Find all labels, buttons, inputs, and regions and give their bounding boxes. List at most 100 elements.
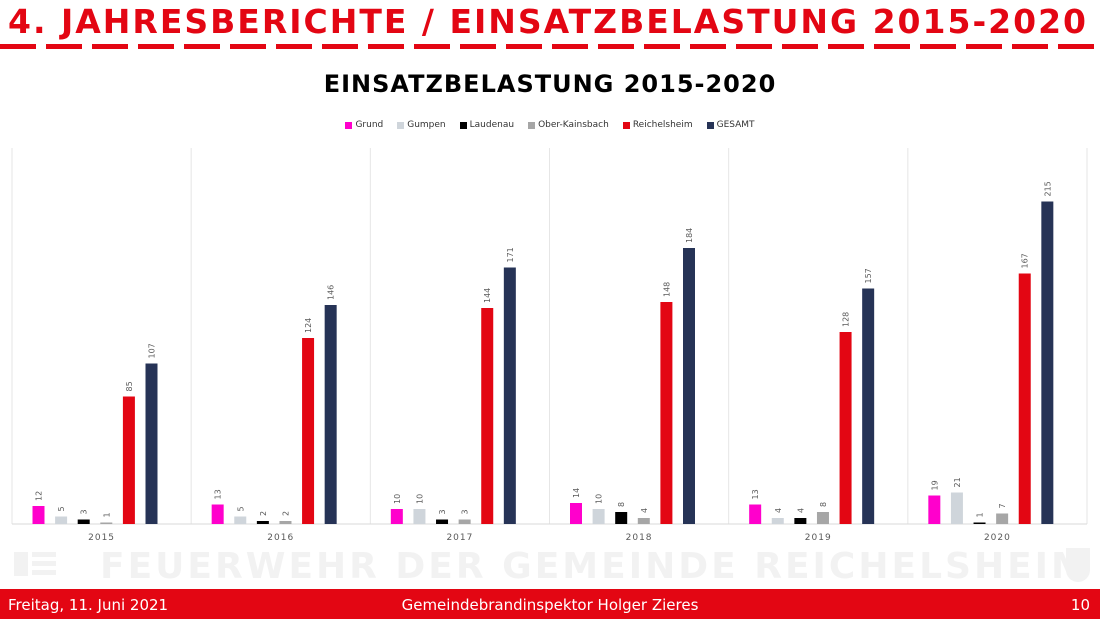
data-label: 3 <box>438 509 447 514</box>
bar-laudenau <box>256 521 269 524</box>
data-label: 13 <box>214 489 223 499</box>
data-label: 14 <box>572 488 581 498</box>
data-label: 184 <box>685 228 694 243</box>
bar-grund <box>211 504 224 524</box>
data-label: 171 <box>506 247 515 262</box>
legend-item: GESAMT <box>706 120 755 130</box>
legend-label: Gumpen <box>407 120 446 130</box>
legend-swatch <box>345 121 353 129</box>
data-label: 10 <box>415 494 424 504</box>
bar-reichelsheim <box>122 396 135 524</box>
bar-grund <box>570 503 582 524</box>
legend-item: Ober-Kainsbach <box>528 120 609 130</box>
data-label: 157 <box>864 268 873 283</box>
watermark-text: FEUERWEHR DER GEMEINDE REICHELSHEIM <box>100 546 1090 587</box>
data-label: 13 <box>751 489 760 499</box>
bar-ober-kainsbach <box>637 518 650 524</box>
bar-gesamt <box>683 248 695 524</box>
x-tick-label: 2019 <box>805 533 832 543</box>
legend-label: Ober-Kainsbach <box>538 120 609 130</box>
data-label: 2 <box>281 511 290 516</box>
x-tick-label: 2018 <box>626 533 653 543</box>
data-label: 21 <box>953 477 962 487</box>
bar-grund <box>32 506 45 524</box>
bar-reichelsheim <box>660 302 673 524</box>
footer-bar: Freitag, 11. Juni 2021 Gemeindebrandinsp… <box>0 589 1100 619</box>
bar-reichelsheim <box>481 308 494 524</box>
data-label: 4 <box>640 508 649 513</box>
bar-reichelsheim <box>302 338 315 524</box>
bar-laudenau <box>615 512 628 524</box>
legend-label: Grund <box>355 120 384 130</box>
data-label: 19 <box>930 480 939 490</box>
data-label: 3 <box>80 509 89 514</box>
bar-laudenau <box>77 519 90 524</box>
bar-ober-kainsbach <box>100 522 113 524</box>
data-label: 167 <box>1021 253 1030 268</box>
legend-swatch <box>706 121 714 129</box>
data-label: 124 <box>304 318 313 333</box>
bar-gumpen <box>771 518 784 524</box>
data-label: 10 <box>393 494 402 504</box>
data-label: 4 <box>796 508 805 513</box>
data-label: 5 <box>57 506 66 511</box>
data-label: 215 <box>1043 181 1052 196</box>
bar-gumpen <box>950 492 963 524</box>
footer-date: Freitag, 11. Juni 2021 <box>8 596 169 614</box>
data-label: 7 <box>998 503 1007 508</box>
bar-laudenau <box>794 518 807 524</box>
data-label: 1 <box>102 512 111 517</box>
x-tick-label: 2015 <box>88 533 115 543</box>
page-number: 10 <box>1070 596 1090 614</box>
legend-item: Laudenau <box>459 120 514 130</box>
legend-item: Gumpen <box>397 120 446 130</box>
watermark-crest-icon <box>1066 548 1090 582</box>
data-label: 10 <box>595 494 604 504</box>
bar-gumpen <box>413 509 426 524</box>
bar-gesamt <box>1041 201 1054 524</box>
bar-gesamt <box>503 267 516 524</box>
legend-label: Reichelsheim <box>632 120 693 130</box>
data-label: 128 <box>842 312 851 327</box>
legend-swatch <box>397 121 405 129</box>
data-label: 4 <box>774 508 783 513</box>
bar-ober-kainsbach <box>996 513 1009 524</box>
bar-ober-kainsbach <box>816 512 829 524</box>
legend-swatch <box>528 121 536 129</box>
bar-gesamt <box>145 363 158 524</box>
legend-item: Reichelsheim <box>622 120 693 130</box>
data-label: 3 <box>461 509 470 514</box>
data-label: 8 <box>617 502 626 507</box>
bar-laudenau <box>973 522 986 524</box>
data-label: 8 <box>819 502 828 507</box>
bar-gumpen <box>592 509 605 524</box>
data-label: 85 <box>125 381 134 391</box>
data-label: 146 <box>327 285 336 300</box>
watermark-emblem-icon <box>10 548 60 580</box>
bar-laudenau <box>436 519 449 524</box>
bar-ober-kainsbach <box>279 521 292 524</box>
x-tick-label: 2016 <box>267 533 294 543</box>
data-label: 5 <box>236 506 245 511</box>
title-divider <box>0 44 1100 49</box>
legend-swatch <box>622 121 630 129</box>
legend-swatch <box>459 121 467 129</box>
chart-legend: Grund Gumpen Laudenau Ober-Kainsbach Reichel… <box>0 120 1100 130</box>
slide-title: 4. JAHRESBERICHTE / EINSATZBELASTUNG 201… <box>8 2 1088 41</box>
x-tick-label: 2020 <box>984 533 1011 543</box>
legend-label: GESAMT <box>716 120 755 130</box>
footer-presenter: Gemeindebrandinspektor Holger Zieres <box>401 596 699 614</box>
data-label: 1 <box>976 512 985 517</box>
data-label: 144 <box>483 288 492 303</box>
data-label: 2 <box>259 511 268 516</box>
bar-grund <box>928 495 941 524</box>
bar-ober-kainsbach <box>458 519 471 524</box>
data-label: 148 <box>662 282 671 297</box>
bar-gesamt <box>862 288 875 524</box>
data-label: 12 <box>35 491 44 501</box>
x-tick-label: 2017 <box>446 533 473 543</box>
bar-gumpen <box>55 516 68 524</box>
legend-item: Grund <box>345 120 383 130</box>
bar-gumpen <box>234 516 247 524</box>
